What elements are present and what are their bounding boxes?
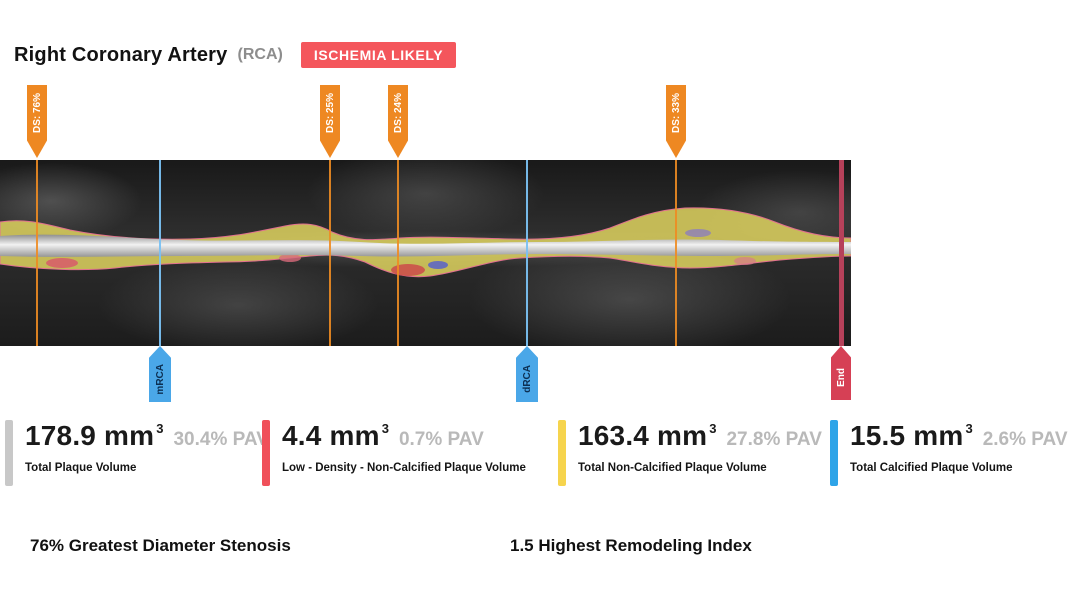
stenosis-marker-label: DS: 76% xyxy=(31,93,43,134)
stat-label: Low - Density - Non-Calcified Plaque Vol… xyxy=(282,462,526,474)
stat-color-bar xyxy=(558,420,566,486)
stat-color-bar xyxy=(262,420,270,486)
ischemia-status-badge: ISCHEMIA LIKELY xyxy=(300,42,457,68)
stenosis-marker-label: DS: 33% xyxy=(670,93,682,134)
stat-body: 178.9 mm 3 30.4% PAV Total Plaque Volume xyxy=(25,420,269,486)
stat-value: 178.9 mm xyxy=(25,420,155,451)
stat-label: Total Plaque Volume xyxy=(25,462,137,474)
stat-pav: 27.8% PAV xyxy=(726,429,822,450)
highest-remodeling-index-summary: 1.5 Highest Remodeling Index xyxy=(510,536,752,555)
stat-value: 163.4 mm xyxy=(578,420,708,451)
stat-label: Total Calcified Plaque Volume xyxy=(850,462,1013,474)
stenosis-marker-3[interactable]: DS: 24% xyxy=(388,85,408,158)
stat-value: 15.5 mm xyxy=(850,420,964,451)
greatest-diameter-stenosis-summary: 76% Greatest Diameter Stenosis xyxy=(30,536,291,555)
segment-marker-mrca[interactable]: mRCA xyxy=(149,346,171,402)
stat-exponent: 3 xyxy=(965,421,973,436)
stenosis-marker-4[interactable]: DS: 33% xyxy=(666,85,686,158)
stat-low-density-plaque-volume: 4.4 mm 3 0.7% PAV Low - Density - Non-Cal… xyxy=(262,420,526,486)
stat-non-calcified-plaque-volume: 163.4 mm 3 27.8% PAV Total Non-Calcified … xyxy=(558,420,822,486)
stenosis-line-1 xyxy=(36,160,38,346)
vessel-cpr-image xyxy=(0,160,851,346)
stat-body: 4.4 mm 3 0.7% PAV Low - Density - Non-Cal… xyxy=(282,420,526,486)
segment-line-drca xyxy=(526,160,528,346)
stenosis-marker-1[interactable]: DS: 76% xyxy=(27,85,47,158)
stenosis-marker-label: DS: 24% xyxy=(392,93,404,134)
stat-exponent: 3 xyxy=(381,421,389,436)
vessel-plaque-overlay xyxy=(0,207,851,278)
report-header: Right Coronary Artery (RCA) ISCHEMIA LIK… xyxy=(14,42,457,68)
end-marker[interactable]: End xyxy=(831,346,851,400)
stenosis-line-2 xyxy=(329,160,331,346)
stat-total-plaque-volume: 178.9 mm 3 30.4% PAV Total Plaque Volume xyxy=(5,420,269,486)
stat-color-bar xyxy=(5,420,13,486)
stat-color-bar xyxy=(830,420,838,486)
end-line xyxy=(838,160,844,346)
stat-pav: 2.6% PAV xyxy=(982,429,1068,450)
stat-body: 163.4 mm 3 27.8% PAV Total Non-Calcified … xyxy=(578,420,822,486)
vessel-code-label: (RCA) xyxy=(237,46,283,63)
segment-line-mrca xyxy=(159,160,161,346)
segment-marker-drca[interactable]: dRCA xyxy=(516,346,538,402)
segment-marker-label: dRCA xyxy=(521,365,533,393)
stat-value: 4.4 mm xyxy=(282,420,380,451)
stat-body: 15.5 mm 3 2.6% PAV Total Calcified Plaque… xyxy=(850,420,1068,486)
stat-exponent: 3 xyxy=(156,421,164,436)
stat-calcified-plaque-volume: 15.5 mm 3 2.6% PAV Total Calcified Plaque… xyxy=(830,420,1068,486)
segment-marker-label: mRCA xyxy=(154,363,166,395)
stenosis-line-3 xyxy=(397,160,399,346)
stat-label: Total Non-Calcified Plaque Volume xyxy=(578,462,767,474)
stat-pav: 30.4% PAV xyxy=(173,429,269,450)
stenosis-line-4 xyxy=(675,160,677,346)
stenosis-marker-2[interactable]: DS: 25% xyxy=(320,85,340,158)
stat-exponent: 3 xyxy=(709,421,717,436)
stat-pav: 0.7% PAV xyxy=(398,429,484,450)
page-title: Right Coronary Artery xyxy=(14,43,228,66)
stenosis-marker-label: DS: 25% xyxy=(324,93,336,134)
end-marker-label: End xyxy=(835,367,847,387)
